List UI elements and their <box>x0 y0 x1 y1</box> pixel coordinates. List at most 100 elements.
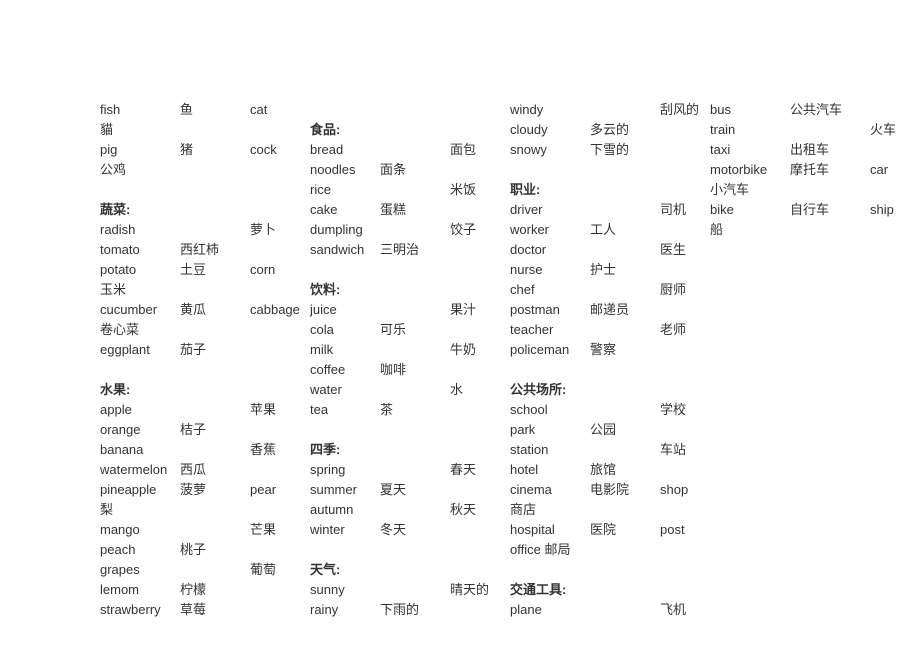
cell: pineapple <box>100 480 180 500</box>
cell: doctor <box>510 240 590 260</box>
table-row: orange桔子 <box>100 420 310 440</box>
table-row: radish萝卜 <box>100 220 310 240</box>
cell: watermelon <box>100 460 180 480</box>
table-row: 船 <box>710 220 910 240</box>
cell: 蔬菜: <box>100 200 180 220</box>
cell: corn <box>250 260 310 280</box>
table-row: snowy下雪的 <box>510 140 710 160</box>
cell: 桃子 <box>180 540 250 560</box>
cell: 冬天 <box>380 520 450 540</box>
table-content: fish鱼cat貓pig猪cock公鸡蔬菜:radish萝卜tomato西红柿p… <box>100 100 920 620</box>
document-page: fish鱼cat貓pig猪cock公鸡蔬菜:radish萝卜tomato西红柿p… <box>0 0 920 651</box>
cell: 黄瓜 <box>180 300 250 320</box>
table-row: 四季: <box>310 440 510 460</box>
cell: 三明治 <box>380 240 450 260</box>
cell: cat <box>250 100 310 120</box>
cell: 饺子 <box>450 220 510 240</box>
cell: autumn <box>310 500 380 520</box>
table-row: coffee咖啡 <box>310 360 510 380</box>
table-row: bike自行车ship <box>710 200 910 220</box>
cell: 面包 <box>450 140 510 160</box>
cell: ship <box>870 200 910 220</box>
cell: 猪 <box>180 140 250 160</box>
cell: 面条 <box>380 160 450 180</box>
cell: coffee <box>310 360 380 380</box>
table-row: 卷心菜 <box>100 320 310 340</box>
table-row: chef厨师 <box>510 280 710 300</box>
cell: 香蕉 <box>250 440 310 460</box>
table-row: juice果汁 <box>310 300 510 320</box>
table-row: apple苹果 <box>100 400 310 420</box>
cell: 邮递员 <box>590 300 660 320</box>
cell: rice <box>310 180 380 200</box>
table-row: teacher老师 <box>510 320 710 340</box>
table-row: taxi出租车 <box>710 140 910 160</box>
table-row: watermelon西瓜 <box>100 460 310 480</box>
cell: 饮料: <box>310 280 380 300</box>
cell: 柠檬 <box>180 580 250 600</box>
cell: train <box>710 120 790 140</box>
table-row: postman邮递员 <box>510 300 710 320</box>
cell: grapes <box>100 560 180 580</box>
cell: 芒果 <box>250 520 310 540</box>
table-row: 食品: <box>310 120 510 140</box>
cell: 工人 <box>590 220 660 240</box>
cell: cola <box>310 320 380 340</box>
table-row: mango芒果 <box>100 520 310 540</box>
cell: 小汽车 <box>710 180 790 200</box>
table-row: summer夏天 <box>310 480 510 500</box>
table-row: dumpling饺子 <box>310 220 510 240</box>
table-row: pineapple菠萝pear <box>100 480 310 500</box>
cell: fish <box>100 100 180 120</box>
table-row: 公鸡 <box>100 160 310 180</box>
table-row: windy刮风的 <box>510 100 710 120</box>
column: fish鱼cat貓pig猪cock公鸡蔬菜:radish萝卜tomato西红柿p… <box>100 100 310 620</box>
cell: peach <box>100 540 180 560</box>
cell: 旅馆 <box>590 460 660 480</box>
table-row: water水 <box>310 380 510 400</box>
cell: station <box>510 440 590 460</box>
cell: summer <box>310 480 380 500</box>
cell: 交通工具: <box>510 580 590 600</box>
table-row: pig猪cock <box>100 140 310 160</box>
cell: 食品: <box>310 120 380 140</box>
cell: 下雪的 <box>590 140 660 160</box>
cell: 咖啡 <box>380 360 450 380</box>
cell: 护士 <box>590 260 660 280</box>
cell: taxi <box>710 140 790 160</box>
cell: 四季: <box>310 440 380 460</box>
cell: cinema <box>510 480 590 500</box>
table-row: 玉米 <box>100 280 310 300</box>
cell: 电影院 <box>590 480 660 500</box>
table-row: office 邮局 <box>510 540 710 560</box>
cell: 西红柿 <box>180 240 250 260</box>
table-row: peach桃子 <box>100 540 310 560</box>
cell: hospital <box>510 520 590 540</box>
cell: 医院 <box>590 520 660 540</box>
table-row: cola可乐 <box>310 320 510 340</box>
cell: 晴天的 <box>450 580 510 600</box>
table-row: tea茶 <box>310 400 510 420</box>
table-row: strawberry草莓 <box>100 600 310 620</box>
cell: 米饭 <box>450 180 510 200</box>
table-row: bus公共汽车 <box>710 100 910 120</box>
table-row: hotel旅馆 <box>510 460 710 480</box>
cell: pear <box>250 480 310 500</box>
table-row: hospital医院post <box>510 520 710 540</box>
table-row <box>100 360 310 380</box>
cell: 土豆 <box>180 260 250 280</box>
table-row: noodles面条 <box>310 160 510 180</box>
cell: eggplant <box>100 340 180 360</box>
cell: 西瓜 <box>180 460 250 480</box>
table-row: motorbike摩托车car <box>710 160 910 180</box>
cell: snowy <box>510 140 590 160</box>
cell: 商店 <box>510 500 590 520</box>
table-row: cake蛋糕 <box>310 200 510 220</box>
cell: office 邮局 <box>510 540 590 560</box>
cell: policeman <box>510 340 590 360</box>
cell: windy <box>510 100 590 120</box>
table-row: winter冬天 <box>310 520 510 540</box>
cell: driver <box>510 200 590 220</box>
cell: 牛奶 <box>450 340 510 360</box>
cell: 厨师 <box>660 280 710 300</box>
